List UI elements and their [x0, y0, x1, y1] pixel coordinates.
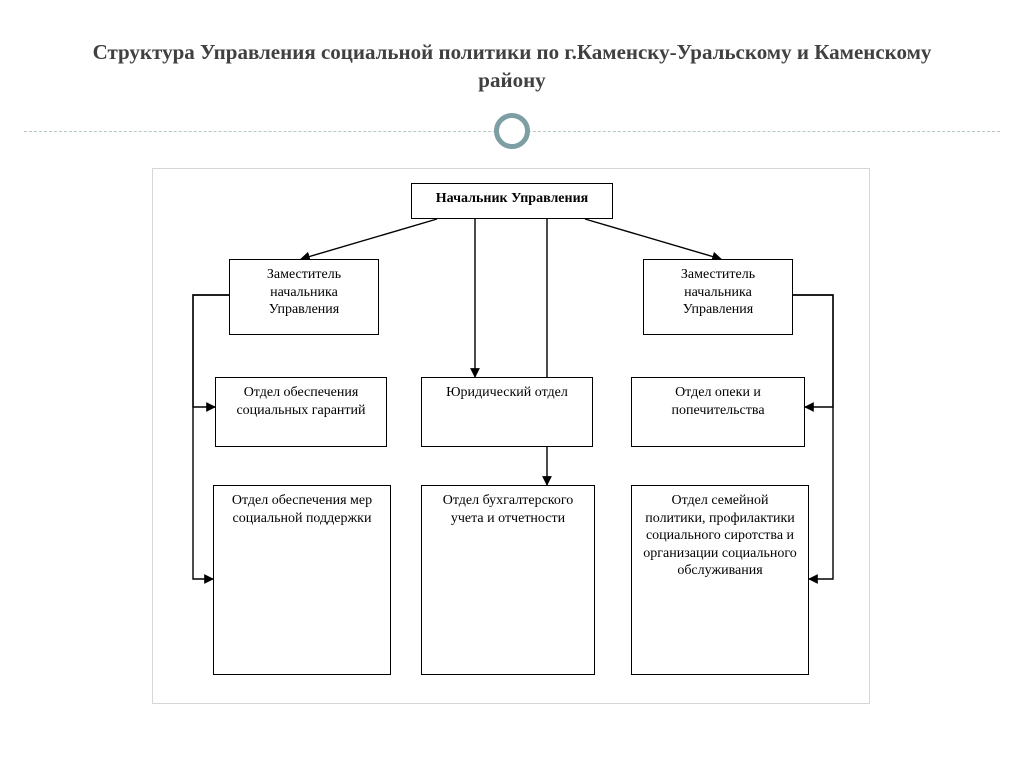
org-node-acct: Отдел бухгалтерского учета и отчетности — [421, 485, 595, 675]
title-divider — [0, 113, 1024, 149]
page-header: Структура Управления социальной политики… — [0, 0, 1024, 95]
org-node-label: Заместитель начальника Управления — [238, 266, 370, 319]
ring-icon — [494, 113, 530, 149]
org-node-label: Заместитель начальника Управления — [652, 266, 784, 319]
org-node-family: Отдел семейной политики, профилактики со… — [631, 485, 809, 675]
org-node-soc_s: Отдел обеспечения мер социальной поддерж… — [213, 485, 391, 675]
org-node-label: Отдел семейной политики, профилактики со… — [640, 492, 800, 580]
org-node-dep2: Заместитель начальника Управления — [643, 259, 793, 335]
org-node-label: Отдел обеспечения социальных гарантий — [224, 384, 378, 419]
page-title: Структура Управления социальной политики… — [70, 38, 954, 95]
org-node-label: Юридический отдел — [446, 384, 568, 402]
org-edge — [301, 219, 437, 259]
org-node-legal: Юридический отдел — [421, 377, 593, 447]
org-node-label: Отдел опеки и попечительства — [640, 384, 796, 419]
org-node-opeka: Отдел опеки и попечительства — [631, 377, 805, 447]
org-node-label: Отдел бухгалтерского учета и отчетности — [430, 492, 586, 527]
org-node-head: Начальник Управления — [411, 183, 613, 219]
org-node-dep1: Заместитель начальника Управления — [229, 259, 379, 335]
org-edge — [585, 219, 721, 259]
org-node-label: Начальник Управления — [436, 190, 588, 208]
org-node-soc_g: Отдел обеспечения социальных гарантий — [215, 377, 387, 447]
org-chart: Начальник Управления Заместитель начальни… — [152, 168, 870, 704]
org-node-label: Отдел обеспечения мер социальной поддерж… — [222, 492, 382, 527]
